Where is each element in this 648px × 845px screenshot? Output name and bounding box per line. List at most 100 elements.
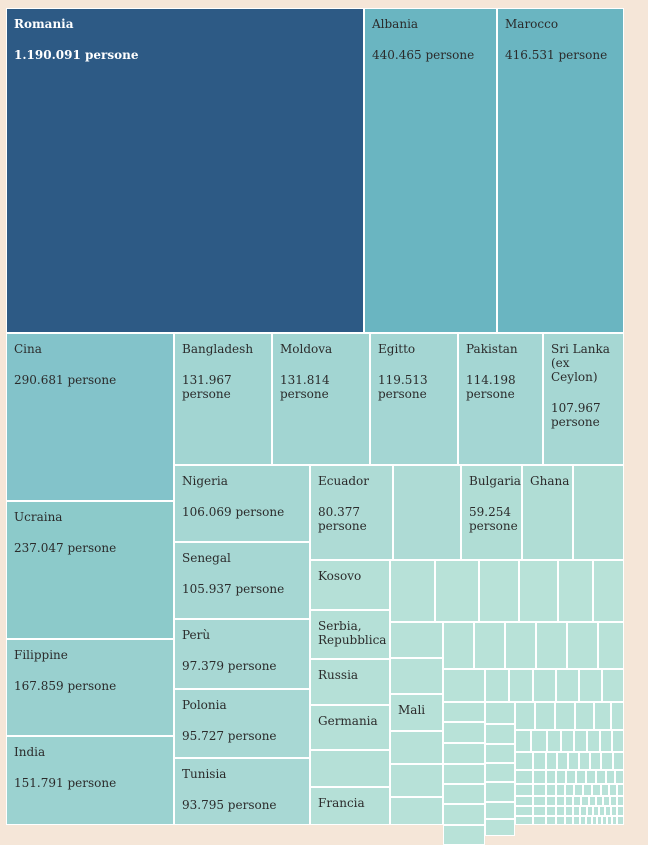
treemap-cell-unlabeled[interactable] xyxy=(515,730,531,752)
treemap-cell-unlabeled[interactable] xyxy=(515,796,533,806)
treemap-cell-unlabeled[interactable] xyxy=(580,806,587,816)
treemap-cell-senegal[interactable]: Senegal 105.937 persone xyxy=(174,542,310,619)
treemap-cell-india[interactable]: India 151.791 persone xyxy=(6,736,174,825)
treemap-cell-unlabeled[interactable] xyxy=(474,622,505,669)
treemap-cell-unlabeled[interactable] xyxy=(605,806,611,816)
treemap-cell-pakistan[interactable]: Pakistan 114.198 persone xyxy=(458,333,543,465)
treemap-cell-unlabeled[interactable] xyxy=(515,806,533,816)
treemap-cell-kosovo[interactable]: Kosovo xyxy=(310,560,390,610)
treemap-cell-unlabeled[interactable] xyxy=(599,806,605,816)
treemap-cell-francia[interactable]: Francia xyxy=(310,787,390,825)
treemap-cell-tunisia[interactable]: Tunisia 93.795 persone xyxy=(174,758,310,825)
treemap-cell-unlabeled[interactable] xyxy=(602,669,624,702)
treemap-cell-unlabeled[interactable] xyxy=(594,702,611,730)
treemap-cell-unlabeled[interactable] xyxy=(546,784,556,796)
treemap-cell-unlabeled[interactable] xyxy=(586,770,596,784)
treemap-cell-marocco[interactable]: Marocco 416.531 persone xyxy=(497,8,624,333)
treemap-cell-unlabeled[interactable] xyxy=(586,816,592,825)
treemap-cell-unlabeled[interactable] xyxy=(556,669,579,702)
treemap-cell-unlabeled[interactable] xyxy=(600,730,612,752)
treemap-cell-unlabeled[interactable] xyxy=(390,658,443,694)
treemap-cell-unlabeled[interactable] xyxy=(565,806,573,816)
treemap-cell-germania[interactable]: Germania xyxy=(310,705,390,750)
treemap-cell-unlabeled[interactable] xyxy=(485,669,509,702)
treemap-cell-unlabeled[interactable] xyxy=(485,819,515,836)
treemap-cell-unlabeled[interactable] xyxy=(515,770,533,784)
treemap-cell-unlabeled[interactable] xyxy=(515,702,535,730)
treemap-cell-unlabeled[interactable] xyxy=(443,669,485,702)
treemap-cell-unlabeled[interactable] xyxy=(601,752,613,770)
treemap-cell-unlabeled[interactable] xyxy=(596,796,603,806)
treemap-cell-unlabeled[interactable] xyxy=(612,730,624,752)
treemap-cell-unlabeled[interactable] xyxy=(533,796,546,806)
treemap-cell-unlabeled[interactable] xyxy=(556,806,565,816)
treemap-cell-unlabeled[interactable] xyxy=(602,816,607,825)
treemap-cell-unlabeled[interactable] xyxy=(535,702,555,730)
treemap-cell-unlabeled[interactable] xyxy=(617,806,624,816)
treemap-cell-unlabeled[interactable] xyxy=(547,730,561,752)
treemap-cell-unlabeled[interactable] xyxy=(609,784,617,796)
treemap-cell-egitto[interactable]: Egitto 119.513 persone xyxy=(370,333,458,465)
treemap-cell-romania[interactable]: Romania 1.190.091 persone xyxy=(6,8,364,333)
treemap-cell-unlabeled[interactable] xyxy=(579,669,602,702)
treemap-cell-unlabeled[interactable] xyxy=(485,724,515,744)
treemap-cell-unlabeled[interactable] xyxy=(565,816,573,825)
treemap-cell-unlabeled[interactable] xyxy=(515,816,533,825)
treemap-cell-unlabeled[interactable] xyxy=(533,806,546,816)
treemap-cell-unlabeled[interactable] xyxy=(596,770,606,784)
treemap-cell-unlabeled[interactable] xyxy=(576,770,586,784)
treemap-cell-ecuador[interactable]: Ecuador 80.377 persone xyxy=(310,465,393,560)
treemap-cell-unlabeled[interactable] xyxy=(611,702,624,730)
treemap-cell-unlabeled[interactable] xyxy=(603,796,610,806)
treemap-cell-unlabeled[interactable] xyxy=(587,806,593,816)
treemap-cell-unlabeled[interactable] xyxy=(443,804,485,825)
treemap-cell-unlabeled[interactable] xyxy=(568,752,579,770)
treemap-cell-unlabeled[interactable] xyxy=(546,796,556,806)
treemap-cell-unlabeled[interactable] xyxy=(536,622,567,669)
treemap-cell-unlabeled[interactable] xyxy=(565,784,574,796)
treemap-cell-unlabeled[interactable] xyxy=(573,465,624,560)
treemap-cell-unlabeled[interactable] xyxy=(531,730,547,752)
treemap-cell-unlabeled[interactable] xyxy=(546,816,556,825)
treemap-cell-unlabeled[interactable] xyxy=(390,560,435,622)
treemap-cell-unlabeled[interactable] xyxy=(546,752,557,770)
treemap-cell-unlabeled[interactable] xyxy=(479,560,519,622)
treemap-cell-unlabeled[interactable] xyxy=(615,770,624,784)
treemap-cell-albania[interactable]: Albania 440.465 persone xyxy=(364,8,497,333)
treemap-cell-unlabeled[interactable] xyxy=(515,784,533,796)
treemap-cell-unlabeled[interactable] xyxy=(390,731,443,764)
treemap-cell-unlabeled[interactable] xyxy=(617,784,624,796)
treemap-cell-unlabeled[interactable] xyxy=(558,560,593,622)
treemap-cell-unlabeled[interactable] xyxy=(565,796,573,806)
treemap-cell-unlabeled[interactable] xyxy=(443,622,474,669)
treemap-cell-unlabeled[interactable] xyxy=(533,752,546,770)
treemap-cell-unlabeled[interactable] xyxy=(515,752,533,770)
treemap-cell-mali[interactable]: Mali xyxy=(390,694,443,731)
treemap-cell-unlabeled[interactable] xyxy=(505,622,536,669)
treemap-cell-unlabeled[interactable] xyxy=(533,669,556,702)
treemap-cell-unlabeled[interactable] xyxy=(443,743,485,764)
treemap-cell-unlabeled[interactable] xyxy=(443,825,485,845)
treemap-cell-unlabeled[interactable] xyxy=(573,796,581,806)
treemap-cell-unlabeled[interactable] xyxy=(601,784,609,796)
treemap-cell-unlabeled[interactable] xyxy=(556,784,565,796)
treemap-cell-unlabeled[interactable] xyxy=(574,730,587,752)
treemap-cell-unlabeled[interactable] xyxy=(390,764,443,797)
treemap-cell-unlabeled[interactable] xyxy=(393,465,461,560)
treemap-cell-unlabeled[interactable] xyxy=(533,784,546,796)
treemap-cell-serbia[interactable]: Serbia, Repubblica xyxy=(310,610,390,659)
treemap-cell-unlabeled[interactable] xyxy=(485,782,515,802)
treemap-cell-unlabeled[interactable] xyxy=(579,752,590,770)
treemap-cell-unlabeled[interactable] xyxy=(390,622,443,658)
treemap-cell-nigeria[interactable]: Nigeria 106.069 persone xyxy=(174,465,310,542)
treemap-cell-unlabeled[interactable] xyxy=(593,806,599,816)
treemap-cell-unlabeled[interactable] xyxy=(573,816,580,825)
treemap-cell-moldova[interactable]: Moldova 131.814 persone xyxy=(272,333,370,465)
treemap-cell-unlabeled[interactable] xyxy=(607,816,612,825)
treemap-cell-unlabeled[interactable] xyxy=(533,816,546,825)
treemap-cell-unlabeled[interactable] xyxy=(592,816,597,825)
treemap-cell-unlabeled[interactable] xyxy=(310,750,390,787)
treemap-cell-ghana[interactable]: Ghana xyxy=(522,465,573,560)
treemap-cell-unlabeled[interactable] xyxy=(567,622,598,669)
treemap-cell-unlabeled[interactable] xyxy=(485,763,515,782)
